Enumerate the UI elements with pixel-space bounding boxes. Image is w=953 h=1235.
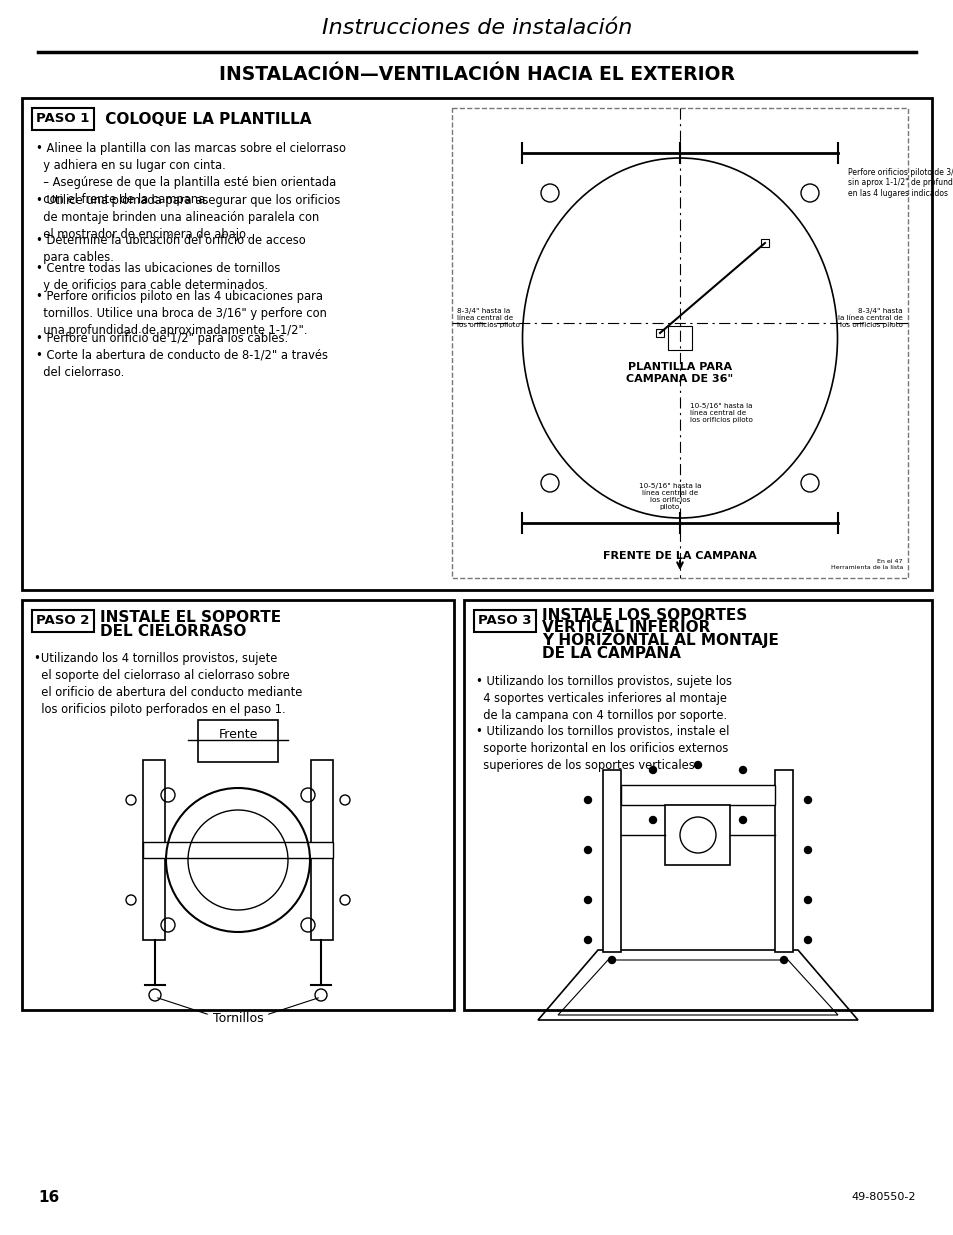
Bar (474, 610, 536, 632)
Bar (143, 842, 333, 858)
Text: 10-5/16" hasta la
línea central de
los orificios piloto: 10-5/16" hasta la línea central de los o… (689, 403, 752, 424)
Bar (198, 720, 277, 762)
Text: • Corte la abertura de conducto de 8-1/2" a través
  del cielorraso.: • Corte la abertura de conducto de 8-1/2… (36, 350, 328, 379)
Text: PASO 1: PASO 1 (36, 112, 90, 126)
Bar (656, 329, 663, 337)
Circle shape (584, 936, 591, 944)
Bar (463, 600, 931, 1010)
Bar (665, 805, 730, 864)
Text: VERTICAL INFERIOR: VERTICAL INFERIOR (541, 620, 710, 636)
Bar (760, 240, 768, 247)
Text: PLANTILLA PARA
CAMPANA DE 36": PLANTILLA PARA CAMPANA DE 36" (626, 362, 733, 384)
Circle shape (584, 797, 591, 804)
Circle shape (649, 767, 656, 773)
Circle shape (739, 767, 745, 773)
Bar (602, 769, 620, 952)
Circle shape (608, 956, 615, 963)
Text: Perfore orificios piloto de 3/16"
sin aprox 1-1/2" de profundidad
en las 4 lugar: Perfore orificios piloto de 3/16" sin ap… (847, 168, 953, 198)
Bar (667, 326, 691, 350)
Text: • Perfore un orificio de 1/2" para los cables.: • Perfore un orificio de 1/2" para los c… (36, 332, 288, 345)
Text: Instrucciones de instalación: Instrucciones de instalación (321, 19, 632, 38)
Text: 8-3/4" hasta la
línea central de
los orificios piloto: 8-3/4" hasta la línea central de los ori… (456, 308, 519, 329)
Circle shape (649, 816, 656, 824)
Text: 8-3/4" hasta
la línea central de
los orificios piloto: 8-3/4" hasta la línea central de los ori… (838, 308, 902, 329)
Circle shape (803, 846, 811, 853)
Text: • Alinee la plantilla con las marcas sobre el cielorraso
  y adhiera en su lugar: • Alinee la plantilla con las marcas sob… (36, 142, 346, 206)
Bar (32, 107, 94, 130)
Text: 49-80550-2: 49-80550-2 (851, 1192, 915, 1202)
Bar (22, 98, 931, 590)
Text: • Utilizando los tornillos provistos, instale el
  soporte horizontal en los ori: • Utilizando los tornillos provistos, in… (476, 725, 729, 772)
Circle shape (780, 956, 786, 963)
Circle shape (803, 797, 811, 804)
Circle shape (803, 936, 811, 944)
Text: INSTALE EL SOPORTE: INSTALE EL SOPORTE (100, 610, 281, 625)
Circle shape (803, 897, 811, 904)
Circle shape (584, 897, 591, 904)
Text: PASO 3: PASO 3 (477, 615, 531, 627)
Bar (143, 760, 165, 940)
Text: FRENTE DE LA CAMPANA: FRENTE DE LA CAMPANA (602, 551, 756, 561)
Text: Tornillos: Tornillos (213, 1011, 263, 1025)
Text: • Utilice una plomada para asegurar que los orificios
  de montaje brinden una a: • Utilice una plomada para asegurar que … (36, 194, 340, 241)
Text: INSTALACIÓN—VENTILACIÓN HACIA EL EXTERIOR: INSTALACIÓN—VENTILACIÓN HACIA EL EXTERIO… (219, 65, 734, 84)
Bar (774, 769, 792, 952)
Bar (32, 610, 94, 632)
Text: DEL CIELORRASO: DEL CIELORRASO (100, 625, 246, 640)
Circle shape (739, 816, 745, 824)
Bar (311, 760, 333, 940)
Circle shape (694, 762, 700, 768)
Text: En el 47
Herramienta de la lista: En el 47 Herramienta de la lista (830, 559, 902, 571)
Text: • Determine la ubicación del orificio de acceso
  para cables.: • Determine la ubicación del orificio de… (36, 233, 305, 264)
Text: INSTALE LOS SOPORTES: INSTALE LOS SOPORTES (541, 608, 746, 622)
Text: • Perfore orificios piloto en las 4 ubicaciones para
  tornillos. Utilice una br: • Perfore orificios piloto en las 4 ubic… (36, 290, 327, 337)
Text: •Utilizando los 4 tornillos provistos, sujete
  el soporte del cielorraso al cie: •Utilizando los 4 tornillos provistos, s… (34, 652, 302, 716)
Text: COLOQUE LA PLANTILLA: COLOQUE LA PLANTILLA (100, 111, 312, 126)
Circle shape (584, 846, 591, 853)
Bar (620, 785, 774, 805)
Text: • Utilizando los tornillos provistos, sujete los
  4 soportes verticales inferio: • Utilizando los tornillos provistos, su… (476, 676, 731, 722)
Text: 16: 16 (38, 1189, 59, 1204)
Text: PASO 2: PASO 2 (36, 615, 90, 627)
Bar (452, 107, 907, 578)
Text: 10-5/16" hasta la
línea central de
los orificios
piloto: 10-5/16" hasta la línea central de los o… (639, 483, 700, 510)
Text: • Centre todas las ubicaciones de tornillos
  y de orificios para cable determin: • Centre todas las ubicaciones de tornil… (36, 262, 280, 291)
Text: Y HORIZONTAL AL MONTAJE: Y HORIZONTAL AL MONTAJE (541, 634, 778, 648)
Bar (22, 600, 454, 1010)
Text: DE LA CAMPANA: DE LA CAMPANA (541, 646, 680, 662)
Text: Frente: Frente (218, 727, 257, 741)
